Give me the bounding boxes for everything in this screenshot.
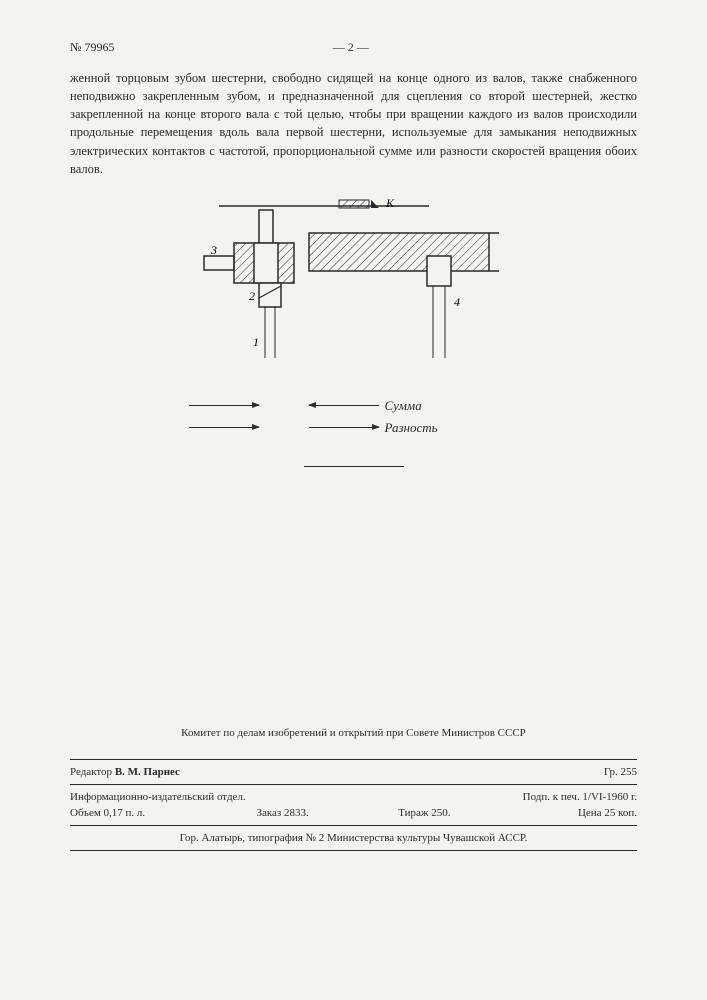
arrow-label-sum: Сумма: [385, 398, 422, 414]
footer-divider: [70, 759, 637, 760]
body-paragraph: женной торцовым зубом шестерни, свободно…: [70, 69, 637, 178]
document-number: № 79965: [70, 40, 114, 55]
arrow-right-icon: [189, 427, 259, 428]
page-header: № 79965 — 2 —: [70, 40, 637, 55]
footer-printer: Гор. Алатырь, типография № 2 Министерств…: [180, 832, 528, 844]
footer-committee: Комитет по делам изобретений и открытий …: [70, 727, 637, 739]
page-number: — 2 —: [333, 40, 369, 55]
footer-volume: Объем 0,17 п. л.: [70, 807, 212, 819]
footer-divider: [70, 784, 637, 785]
arrow-right-icon: [189, 405, 259, 406]
separator-line: [304, 466, 404, 467]
diagram-label-1: 1: [253, 335, 259, 349]
footer-printer-row: Гор. Алатырь, типография № 2 Министерств…: [70, 830, 637, 846]
arrow-row-sum: Сумма: [189, 398, 519, 414]
arrow-row-diff: Разность: [189, 420, 519, 436]
arrow-left-icon: [309, 405, 379, 406]
diagram-label-4: 4: [454, 295, 460, 309]
arrow-label-diff: Разность: [385, 420, 438, 436]
footer-editor-label: Редактор: [70, 766, 112, 778]
footer-group: Гр. 255: [604, 766, 637, 778]
footer-order: Заказ 2833.: [212, 807, 354, 819]
footer-divider: [70, 850, 637, 851]
footer-divider: [70, 825, 637, 826]
diagram-label-2: 2: [249, 289, 255, 303]
footer-sign-date: Подп. к печ. 1/VI-1960 г.: [354, 791, 638, 803]
footer-editor-name: В. М. Парнес: [115, 766, 180, 778]
diagram-label-k: К: [385, 198, 395, 210]
footer-dept: Информационно-издательский отдел.: [70, 791, 354, 803]
footer-dept-row: Информационно-издательский отдел. Подп. …: [70, 789, 637, 805]
footer-price: Цена 25 коп.: [495, 807, 637, 819]
footer-tirazh: Тираж 250.: [354, 807, 496, 819]
footer-print-row: Объем 0,17 п. л. Заказ 2833. Тираж 250. …: [70, 805, 637, 821]
footer-editor-row: Редактор В. М. Парнес Гр. 255: [70, 764, 637, 780]
diagram-label-3: 3: [210, 243, 217, 257]
direction-arrows: Сумма Разность: [189, 398, 519, 436]
mechanism-diagram: К 3 2 1 4: [189, 198, 519, 368]
arrow-right-icon: [309, 427, 379, 428]
